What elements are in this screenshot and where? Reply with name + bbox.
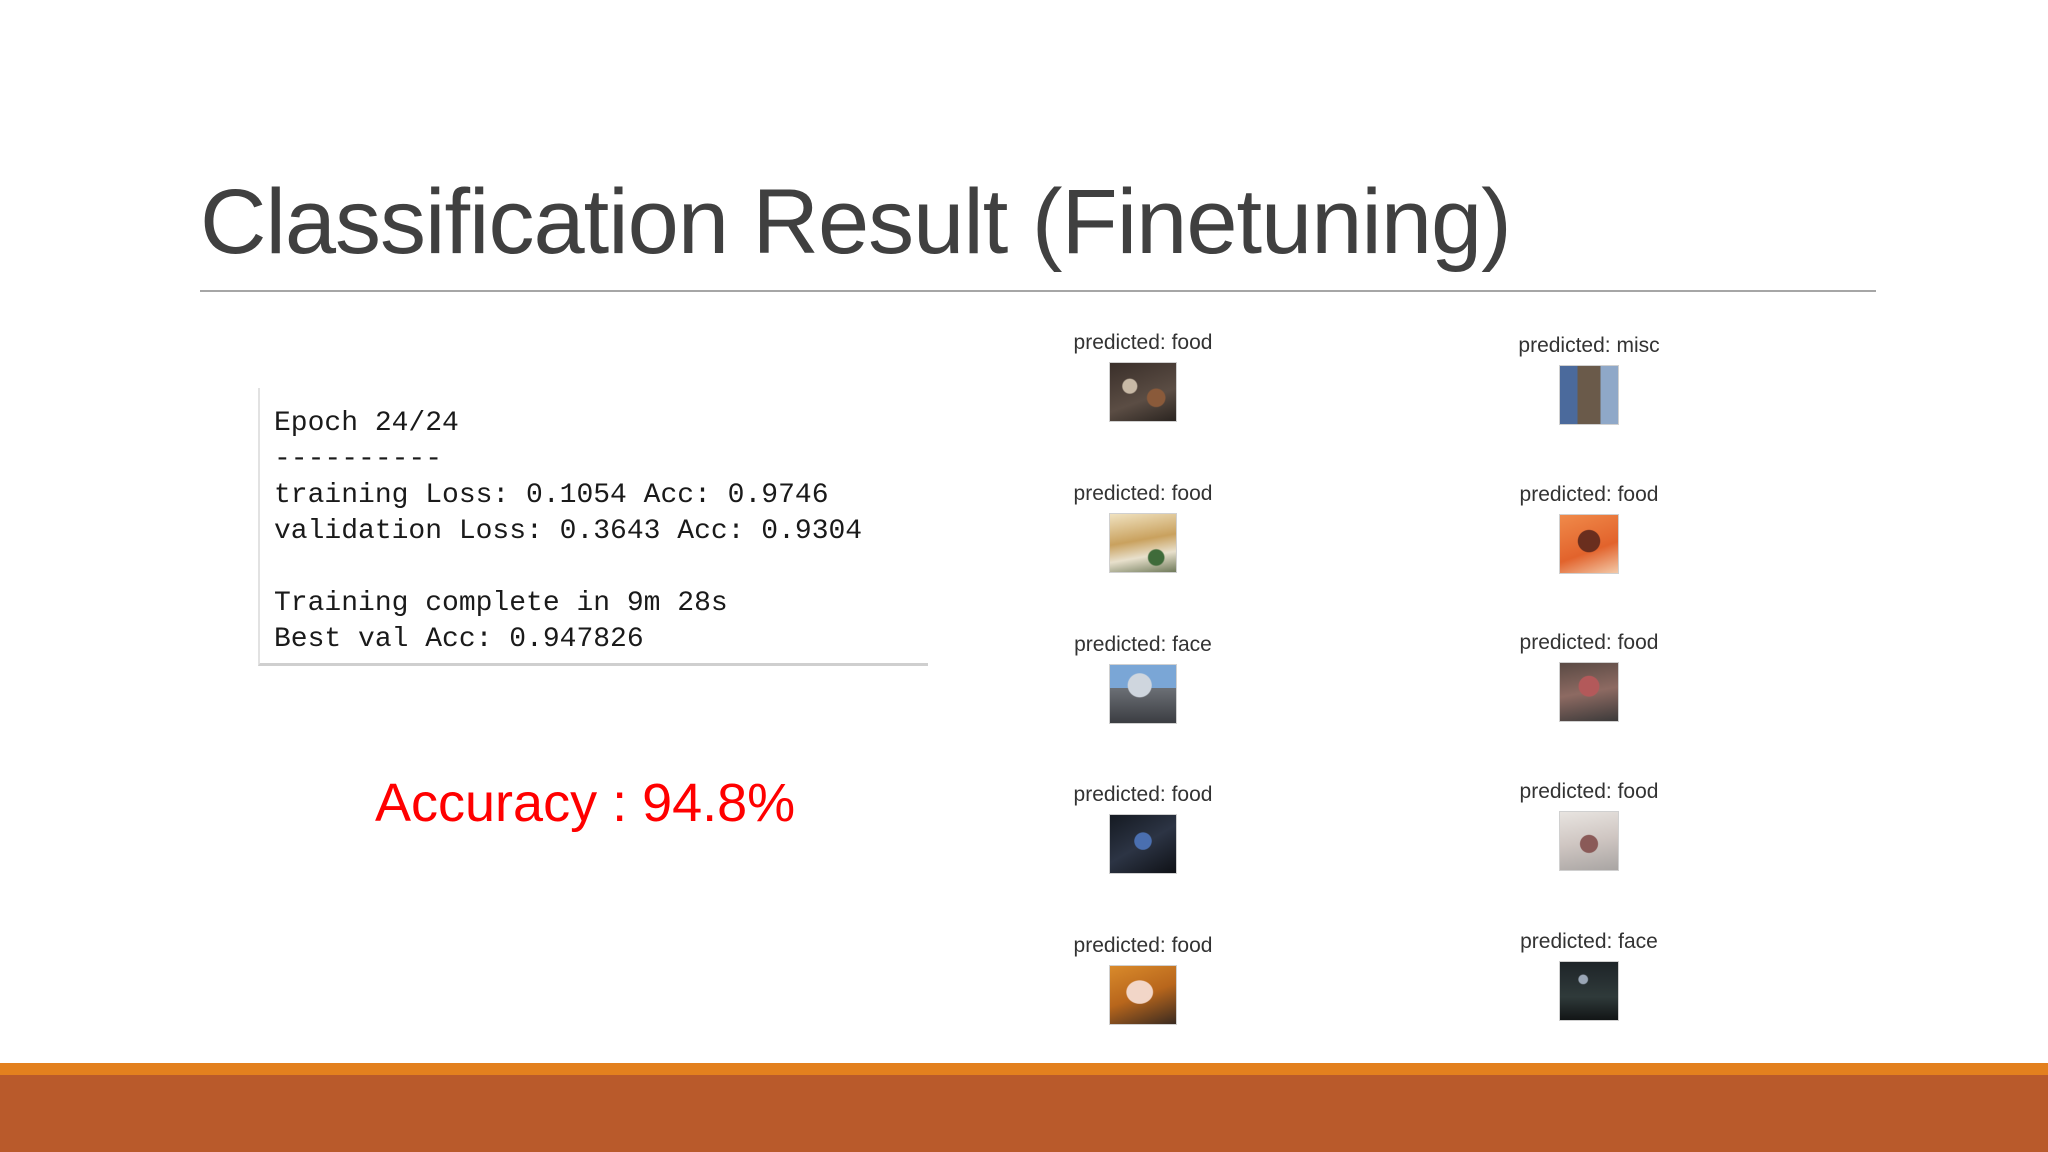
prediction-item: predicted: food xyxy=(1033,330,1253,422)
slide-title: Classification Result (Finetuning) xyxy=(200,171,1512,273)
prediction-item: predicted: food xyxy=(1033,933,1253,1025)
prediction-label: predicted: food xyxy=(1073,934,1213,957)
prediction-item: predicted: food xyxy=(1479,779,1699,871)
footer-accent-stripe xyxy=(0,1063,2048,1075)
prediction-label: predicted: food xyxy=(1519,631,1659,654)
prediction-label: predicted: food xyxy=(1519,483,1659,506)
food-photo-thumbnail xyxy=(1559,514,1619,574)
prediction-label: predicted: misc xyxy=(1518,334,1660,357)
prediction-item: predicted: face xyxy=(1479,929,1699,1021)
training-log-screenshot: Epoch 24/24 ---------- training Loss: 0.… xyxy=(258,388,928,666)
prediction-label: predicted: face xyxy=(1520,930,1658,953)
food-photo-thumbnail xyxy=(1109,965,1177,1025)
prediction-item: predicted: misc xyxy=(1479,333,1699,425)
food-photo-thumbnail xyxy=(1109,814,1177,874)
footer-band xyxy=(0,1075,2048,1152)
prediction-item: predicted: face xyxy=(1033,632,1253,724)
prediction-label: predicted: food xyxy=(1519,780,1659,803)
title-divider xyxy=(200,290,1876,292)
face-photo-thumbnail xyxy=(1109,664,1177,724)
prediction-item: predicted: food xyxy=(1033,481,1253,573)
food-photo-thumbnail xyxy=(1559,811,1619,871)
prediction-label: predicted: food xyxy=(1073,482,1213,505)
prediction-label: predicted: food xyxy=(1073,783,1213,806)
misc-photo-thumbnail xyxy=(1559,365,1619,425)
prediction-item: predicted: food xyxy=(1479,630,1699,722)
prediction-label: predicted: food xyxy=(1073,331,1213,354)
prediction-item: predicted: food xyxy=(1479,482,1699,574)
prediction-label: predicted: face xyxy=(1074,633,1212,656)
training-log-text: Epoch 24/24 ---------- training Loss: 0.… xyxy=(274,408,863,655)
food-photo-thumbnail xyxy=(1109,513,1177,573)
accuracy-callout: Accuracy : 94.8% xyxy=(375,773,796,833)
face-photo-thumbnail xyxy=(1559,961,1619,1021)
prediction-item: predicted: food xyxy=(1033,782,1253,874)
food-photo-thumbnail xyxy=(1109,362,1177,422)
food-photo-thumbnail xyxy=(1559,662,1619,722)
